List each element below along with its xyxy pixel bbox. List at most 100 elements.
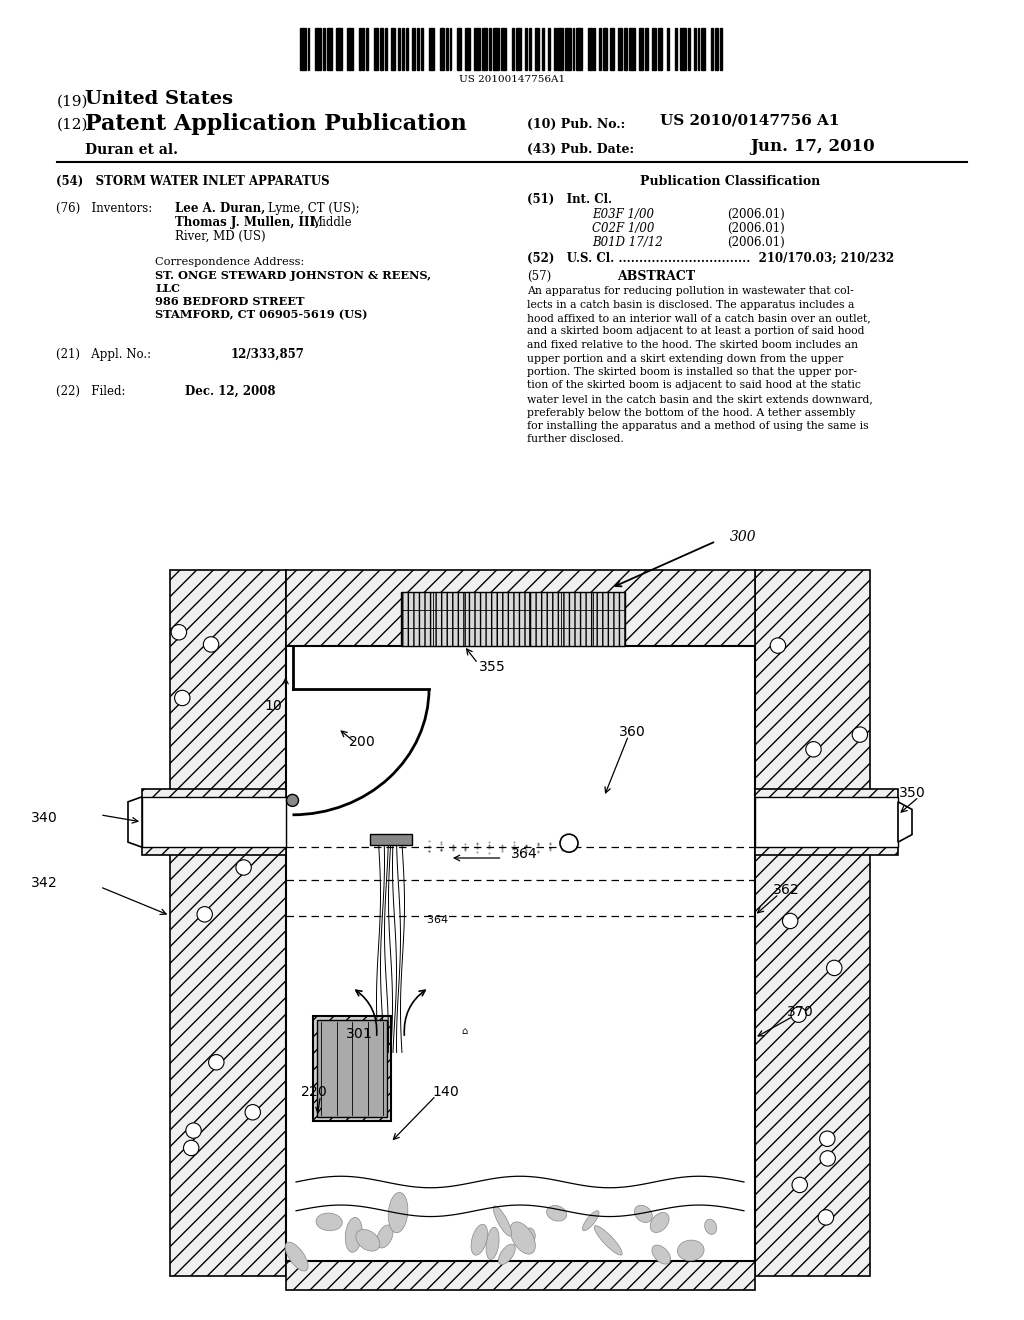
Circle shape: [185, 1123, 202, 1138]
Text: C02F 1/00: C02F 1/00: [592, 222, 654, 235]
Bar: [681, 28, 686, 70]
Bar: [391, 28, 394, 70]
Ellipse shape: [356, 1229, 380, 1251]
Circle shape: [287, 795, 299, 807]
Bar: [529, 28, 530, 70]
Text: (10) Pub. No.:: (10) Pub. No.:: [527, 117, 626, 131]
Text: $\mathit{\mathsf{220}}$: $\mathit{\mathsf{220}}$: [299, 1085, 327, 1098]
Text: $\mathit{\mathsf{364}}$: $\mathit{\mathsf{364}}$: [510, 847, 538, 861]
Ellipse shape: [510, 1222, 536, 1254]
Circle shape: [224, 791, 240, 807]
Text: (76)   Inventors:: (76) Inventors:: [56, 202, 153, 215]
Ellipse shape: [316, 1213, 342, 1230]
Ellipse shape: [583, 1210, 599, 1230]
Circle shape: [770, 638, 785, 653]
Text: portion. The skirted boom is installed so that the upper por-: portion. The skirted boom is installed s…: [527, 367, 857, 378]
Text: 986 BEDFORD STREET: 986 BEDFORD STREET: [155, 296, 304, 308]
Bar: [300, 28, 306, 70]
Text: further disclosed.: further disclosed.: [527, 434, 624, 445]
Circle shape: [197, 907, 212, 921]
Bar: [668, 28, 669, 70]
Ellipse shape: [705, 1220, 717, 1234]
Bar: [362, 28, 365, 70]
Bar: [516, 28, 521, 70]
Ellipse shape: [594, 1226, 623, 1255]
Text: Patent Application Publication: Patent Application Publication: [85, 114, 467, 135]
Text: 12/333,857: 12/333,857: [231, 348, 305, 360]
Bar: [474, 28, 480, 70]
Bar: [440, 28, 443, 70]
Text: and a skirted boom adjacent to at least a portion of said hood: and a skirted boom adjacent to at least …: [527, 326, 865, 337]
Polygon shape: [286, 645, 755, 1261]
Bar: [610, 28, 614, 70]
Bar: [327, 28, 332, 70]
Ellipse shape: [494, 1206, 512, 1236]
Bar: [715, 28, 718, 70]
Text: ABSTRACT: ABSTRACT: [617, 271, 695, 282]
Text: US 20100147756A1: US 20100147756A1: [459, 75, 565, 84]
Text: $\mathit{\mathsf{364}}$: $\mathit{\mathsf{364}}$: [426, 913, 449, 925]
Bar: [652, 28, 655, 70]
Bar: [402, 28, 404, 70]
Ellipse shape: [499, 1245, 515, 1265]
Bar: [688, 28, 690, 70]
Ellipse shape: [524, 1228, 536, 1243]
Bar: [599, 28, 601, 70]
Bar: [445, 28, 447, 70]
Bar: [557, 28, 563, 70]
Text: $\mathit{\mathsf{360}}$: $\mathit{\mathsf{360}}$: [618, 725, 645, 739]
Text: $\mathit{\mathsf{340}}$: $\mathit{\mathsf{340}}$: [30, 810, 57, 825]
Bar: [618, 28, 622, 70]
Text: Correspondence Address:: Correspondence Address:: [155, 257, 304, 267]
Text: An apparatus for reducing pollution in wastewater that col-: An apparatus for reducing pollution in w…: [527, 286, 854, 296]
Text: Thomas J. Mullen, III,: Thomas J. Mullen, III,: [175, 216, 319, 228]
Ellipse shape: [652, 1245, 671, 1265]
Bar: [675, 28, 677, 70]
Ellipse shape: [650, 1213, 669, 1233]
Circle shape: [171, 624, 186, 640]
Text: ⌂: ⌂: [461, 1026, 467, 1036]
Bar: [358, 28, 360, 70]
Bar: [593, 28, 595, 70]
Bar: [697, 28, 699, 70]
Polygon shape: [898, 801, 912, 842]
Bar: [525, 28, 527, 70]
Text: Middle: Middle: [310, 216, 351, 228]
Polygon shape: [755, 570, 870, 1275]
Bar: [347, 28, 353, 70]
Ellipse shape: [486, 1228, 499, 1259]
Bar: [644, 28, 648, 70]
Bar: [711, 28, 713, 70]
Bar: [693, 28, 695, 70]
Text: STAMFORD, CT 06905-5619 (US): STAMFORD, CT 06905-5619 (US): [155, 309, 368, 319]
Text: (43) Pub. Date:: (43) Pub. Date:: [527, 143, 634, 156]
Bar: [380, 28, 383, 70]
Text: and fixed relative to the hood. The skirted boom includes an: and fixed relative to the hood. The skir…: [527, 341, 858, 350]
Text: $\mathit{\mathsf{370}}$: $\mathit{\mathsf{370}}$: [786, 1006, 813, 1019]
Bar: [720, 28, 722, 70]
Bar: [421, 28, 423, 70]
Text: $\mathit{\mathsf{200}}$: $\mathit{\mathsf{200}}$: [348, 735, 376, 750]
Bar: [535, 28, 539, 70]
Bar: [554, 28, 556, 70]
Circle shape: [819, 1131, 835, 1147]
Text: (52)   U.S. Cl. ................................  210/170.03; 210/232: (52) U.S. Cl. ..........................…: [527, 252, 895, 265]
Circle shape: [209, 1055, 224, 1071]
Text: (2006.01): (2006.01): [727, 209, 785, 220]
Text: United States: United States: [85, 90, 233, 108]
Circle shape: [560, 834, 578, 853]
Text: water level in the catch basin and the skirt extends downward,: water level in the catch basin and the s…: [527, 393, 873, 404]
Text: Lyme, CT (US);: Lyme, CT (US);: [268, 202, 359, 215]
Text: E03F 1/00: E03F 1/00: [592, 209, 654, 220]
Text: Jun. 17, 2010: Jun. 17, 2010: [750, 139, 874, 154]
Text: ST. ONGE STEWARD JOHNSTON & REENS,: ST. ONGE STEWARD JOHNSTON & REENS,: [155, 271, 431, 281]
Bar: [548, 28, 550, 70]
Circle shape: [791, 1007, 806, 1023]
Circle shape: [183, 1140, 199, 1156]
Text: (12): (12): [57, 117, 88, 132]
Bar: [603, 28, 606, 70]
Polygon shape: [142, 789, 286, 855]
Circle shape: [818, 1209, 834, 1225]
Text: (2006.01): (2006.01): [727, 236, 785, 249]
Bar: [336, 28, 342, 70]
